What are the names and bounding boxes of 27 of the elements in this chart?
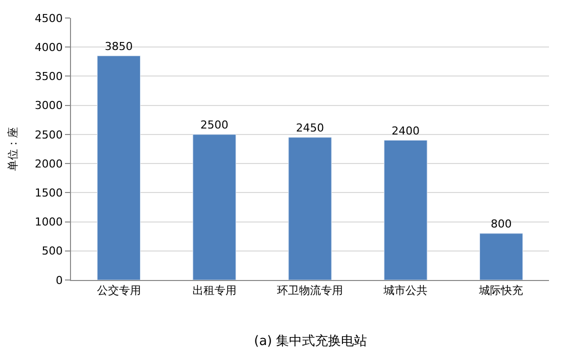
- data-label: 2450: [296, 121, 324, 134]
- y-tick-label: 500: [42, 244, 63, 258]
- x-tick-label: 公交专用: [96, 284, 141, 298]
- bar: [479, 233, 523, 280]
- x-tick-label: 环卫物流专用: [277, 284, 343, 298]
- y-tick-label: 2500: [34, 128, 63, 142]
- data-label: 800: [490, 217, 512, 230]
- y-tick-label: 3000: [34, 99, 63, 112]
- x-tick-label: 城际快充: [478, 284, 524, 298]
- bar: [97, 56, 141, 280]
- bar: [192, 134, 236, 280]
- y-tick-label: 4500: [34, 12, 63, 25]
- x-tick-label: 出租专用: [192, 284, 236, 298]
- bar: [288, 137, 332, 280]
- y-tick-label: 4000: [34, 40, 63, 54]
- data-label: 2400: [392, 124, 420, 138]
- y-tick-label: 3500: [34, 70, 63, 84]
- y-tick-label: 1000: [34, 216, 63, 229]
- x-tick-label: 城市公共: [382, 284, 428, 298]
- text: (a) 集中式充换电站: [254, 334, 368, 349]
- y-tick-label: 1500: [34, 186, 63, 200]
- data-label: 2500: [200, 118, 228, 132]
- bar: [384, 140, 428, 280]
- y-axis-title: 单位：座: [6, 127, 20, 171]
- data-label: 3850: [104, 40, 133, 53]
- y-tick-label: 0: [56, 274, 63, 287]
- y-tick-label: 2000: [34, 157, 63, 170]
